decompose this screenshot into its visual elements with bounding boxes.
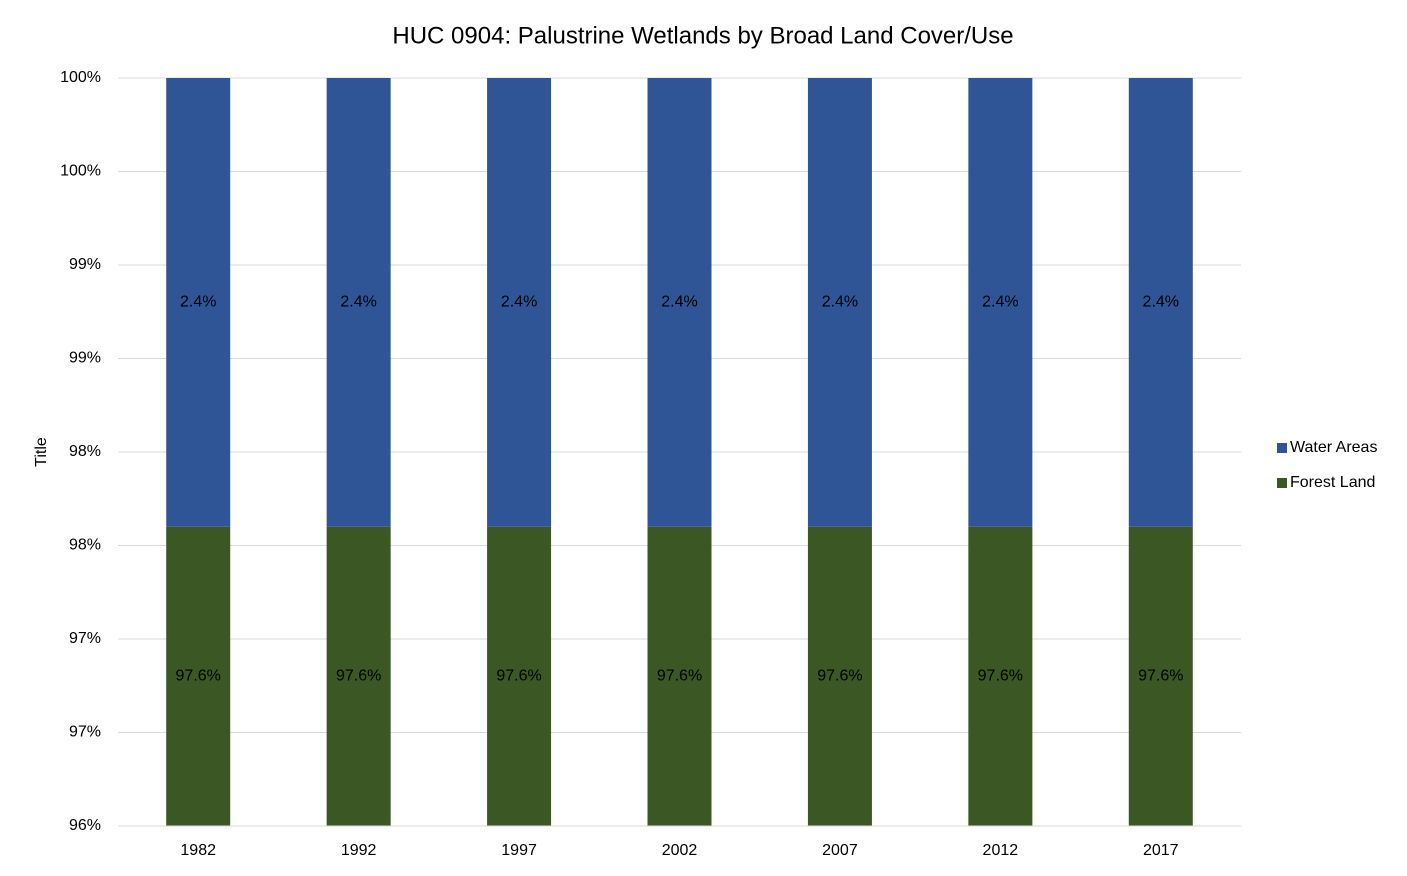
y-tick-label: 98% [69,537,101,554]
data-label: 97.6% [657,668,702,685]
x-tick-label: 1992 [341,842,377,859]
legend-label: Forest Land [1290,474,1375,491]
y-axis-label: Title [33,437,50,467]
data-label: 97.6% [176,668,221,685]
bar-segment [807,526,872,826]
data-label: 2.4% [1143,294,1179,311]
y-tick-label: 100% [60,69,101,86]
bar-segment [487,526,552,826]
bar-segment [166,78,231,527]
data-label: 2.4% [501,294,537,311]
bar-segment [807,78,872,527]
legend-swatch [1277,443,1287,453]
bar-segment [647,78,712,527]
y-tick-label: 99% [69,256,101,273]
x-tick-label: 2002 [662,842,698,859]
y-tick-label: 100% [60,163,101,180]
legend-swatch [1277,478,1287,488]
data-label: 97.6% [978,668,1023,685]
y-tick-label: 97% [69,724,101,741]
y-tick-label: 96% [69,817,101,834]
y-tick-label: 99% [69,350,101,367]
bar-segment [968,526,1033,826]
data-label: 2.4% [982,294,1018,311]
y-tick-label: 98% [69,443,101,460]
data-label: 97.6% [1138,668,1183,685]
x-tick-label: 1997 [501,842,537,859]
data-label: 97.6% [817,668,862,685]
data-label: 2.4% [822,294,858,311]
bar-segment [166,526,231,826]
data-label: 2.4% [340,294,376,311]
y-tick-label: 97% [69,630,101,647]
data-label: 97.6% [496,668,541,685]
bar-segment [647,526,712,826]
x-tick-label: 2012 [983,842,1019,859]
data-label: 2.4% [661,294,697,311]
bar-segment [487,78,552,527]
x-tick-label: 2007 [822,842,858,859]
bar-segment [326,526,391,826]
bar-segment [1128,78,1193,527]
legend-label: Water Areas [1290,439,1377,456]
bar-segment [326,78,391,527]
bar-segment [1128,526,1193,826]
x-tick-label: 1982 [180,842,216,859]
data-label: 2.4% [180,294,216,311]
data-label: 97.6% [336,668,381,685]
x-tick-label: 2017 [1143,842,1179,859]
bar-segment [968,78,1033,527]
chart-title: HUC 0904: Palustrine Wetlands by Broad L… [392,22,1013,49]
